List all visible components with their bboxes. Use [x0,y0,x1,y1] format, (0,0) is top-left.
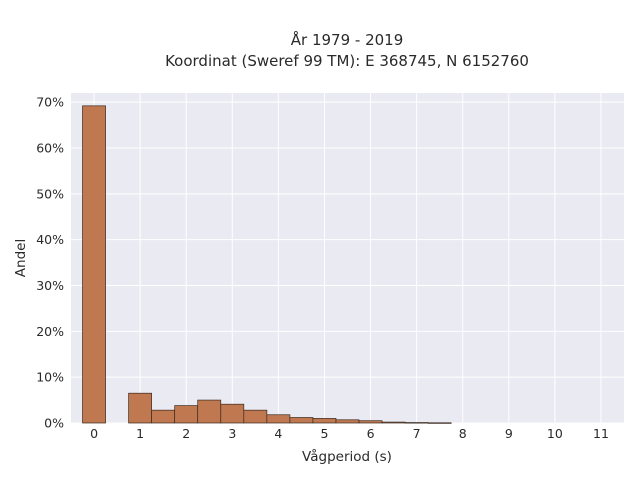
y-tick-label: 30% [36,278,64,293]
histogram-bar [220,403,245,424]
chart-title: År 1979 - 2019 [291,30,404,49]
x-tick-label: 2 [182,426,190,441]
x-tick-label: 8 [459,426,467,441]
y-tick-label: 10% [36,370,64,385]
plot-area [71,93,624,423]
x-tick-label: 10 [547,426,563,441]
histogram-bar [289,417,314,424]
histogram-bar [128,392,152,424]
x-tick-label: 4 [274,426,282,441]
bars [82,105,452,424]
histogram-bar [404,422,429,424]
histogram-bar [358,420,383,424]
x-tick-label: 0 [90,426,98,441]
x-tick-label: 7 [413,426,421,441]
histogram-bar [151,409,176,424]
histogram-bar [381,421,406,424]
histogram-bar [174,405,199,424]
histogram-bar [82,105,106,424]
histogram-bar [335,419,360,424]
x-tick-label: 9 [505,426,513,441]
y-tick-label: 0% [44,416,64,431]
x-tick-label: 3 [228,426,236,441]
x-tick-labels: 0 1 2 3 4 5 6 7 8 9 10 11 [90,426,609,441]
histogram-bar [197,399,222,424]
x-tick-label: 1 [136,426,144,441]
x-tick-label: 6 [367,426,375,441]
y-tick-labels: 0% 10% 20% 30% 40% 50% 60% 70% [36,95,64,431]
y-tick-label: 20% [36,324,64,339]
x-tick-label: 11 [593,426,609,441]
histogram-bar [243,409,268,424]
y-tick-label: 40% [36,232,64,247]
x-tick-label: 5 [320,426,328,441]
y-tick-label: 50% [36,186,64,201]
y-tick-label: 70% [36,95,64,110]
histogram-bar [427,422,452,424]
y-tick-label: 60% [36,141,64,156]
histogram-bar [266,414,291,424]
y-axis-label: Andel [13,239,29,277]
x-axis-label: Vågperiod (s) [302,448,392,465]
chart-subtitle: Koordinat (Sweref 99 TM): E 368745, N 61… [165,52,529,70]
histogram-bar [312,418,337,424]
